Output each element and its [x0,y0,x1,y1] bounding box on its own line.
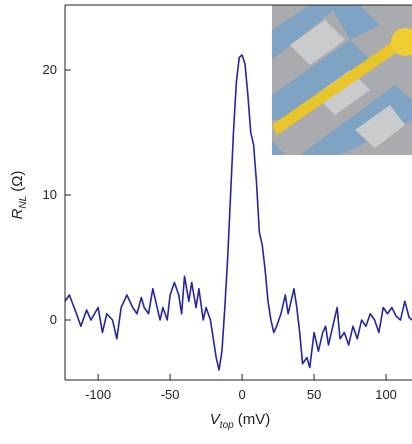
y-label-unit: (Ω) [9,171,26,192]
inset-pads [290,20,405,148]
y-label-sub: NL [18,196,29,209]
y-label-symbol: R [9,208,26,219]
x-label-symbol: V [210,411,222,428]
inset-dot [391,28,412,56]
x-tick-label: -100 [85,387,111,402]
x-axis-label: Vtop (mV) [210,411,270,431]
inset-patches [272,5,412,155]
x-tick-label: 0 [238,387,245,402]
inset-image [272,5,412,155]
x-tick-label: 50 [307,387,321,402]
x-tick-label: -50 [161,387,180,402]
y-axis-label: RNL (Ω) [9,171,29,220]
inset-gate [272,40,400,135]
y-tick-label: 0 [50,312,57,327]
x-label-unit: (mV) [238,411,271,428]
x-label-sub: top [220,420,234,431]
y-tick-label: 10 [43,187,57,202]
data-line [64,54,412,371]
x-tick-label: 100 [375,387,397,402]
y-tick-label: 20 [43,62,57,77]
